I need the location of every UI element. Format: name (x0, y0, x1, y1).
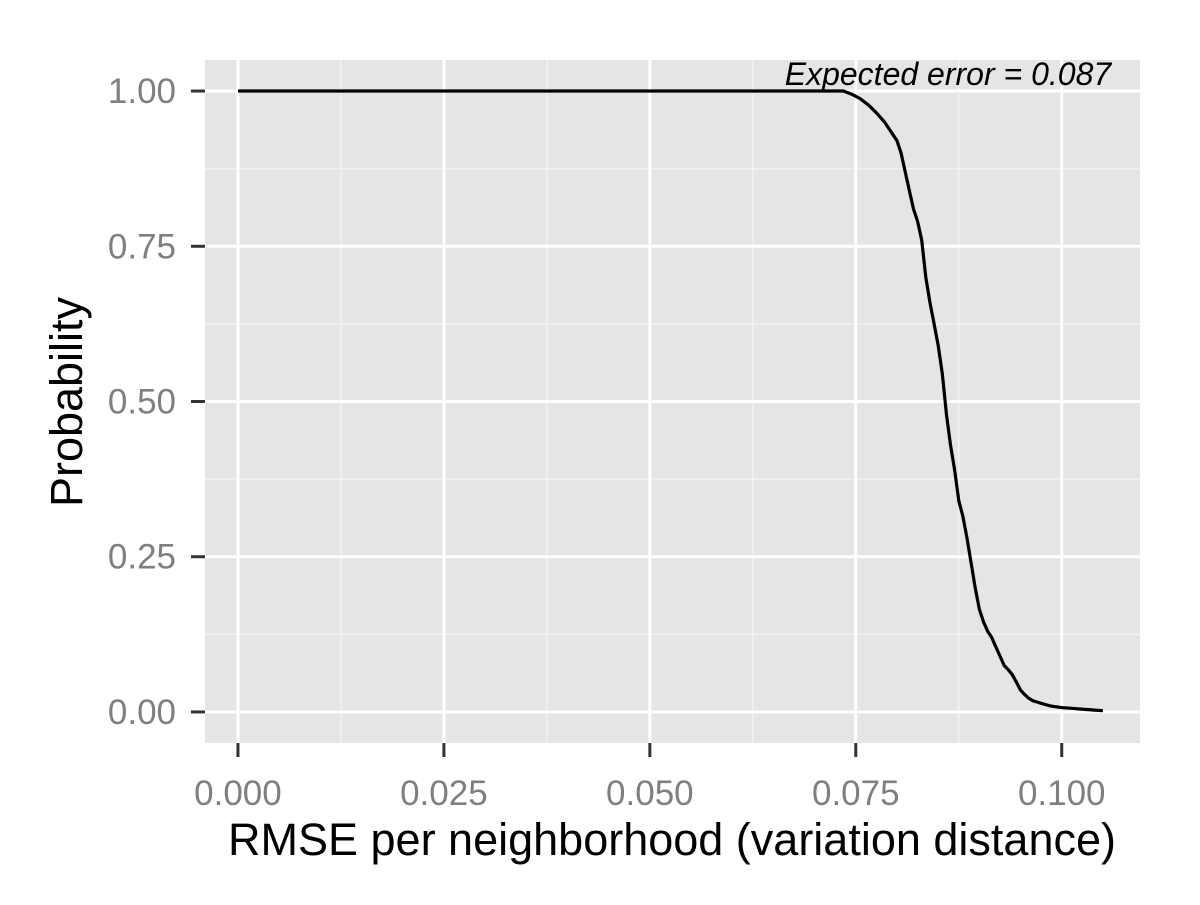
y-tick-label: 0.00 (108, 693, 176, 732)
x-tick-label: 0.050 (606, 774, 694, 813)
expected-error-annotation: Expected error = 0.087 (785, 56, 1113, 92)
cdf-line (238, 89, 1104, 713)
y-axis: 0.00 0.25 0.50 0.75 1.00 (108, 72, 205, 732)
x-axis-title: RMSE per neighborhood (variation distanc… (228, 814, 1116, 865)
x-tick-label: 0.075 (812, 774, 900, 813)
x-axis: 0.000 0.025 0.050 0.075 0.100 (194, 743, 1106, 813)
y-tick-label: 1.00 (108, 72, 176, 111)
series-layer (238, 89, 1104, 713)
y-tick-label: 0.75 (108, 227, 176, 266)
x-tick-label: 0.000 (194, 774, 282, 813)
x-tick-label: 0.100 (1018, 774, 1106, 813)
y-tick-label: 0.50 (108, 383, 176, 422)
y-tick-label: 0.25 (108, 538, 176, 577)
x-tick-label: 0.025 (400, 774, 488, 813)
y-axis-title: Probability (41, 296, 92, 507)
